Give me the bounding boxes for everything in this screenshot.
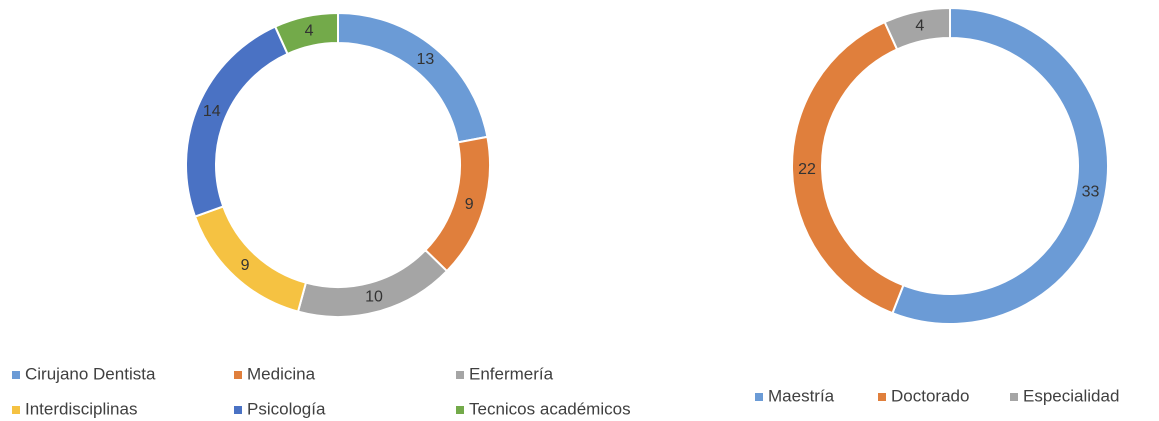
legend-swatch (878, 393, 886, 401)
data-label: 9 (241, 257, 250, 274)
donut-slice (296, 248, 449, 318)
legend-swatch (755, 393, 763, 401)
legend-swatch (456, 371, 464, 379)
legend-label: Interdisciplinas (25, 399, 137, 418)
legend-swatch (12, 371, 20, 379)
donut-slice (423, 135, 491, 273)
donut-slice (337, 11, 489, 144)
data-label: 33 (1082, 184, 1100, 201)
donut-slice (193, 205, 308, 313)
legend-label: Tecnicos académicos (469, 399, 631, 418)
data-label: 4 (915, 17, 924, 34)
legend-label: Doctorado (891, 386, 969, 405)
donut-slice (891, 6, 1109, 325)
donut-slice (273, 11, 339, 56)
donut-slice (185, 25, 289, 218)
legend-swatch (456, 406, 464, 414)
legend-label: Maestría (768, 386, 835, 405)
data-label: 14 (203, 103, 221, 120)
legend-label: Especialidad (1023, 386, 1119, 405)
data-label: 4 (305, 22, 314, 39)
data-label: 13 (417, 51, 435, 68)
legend-label: Cirujano Dentista (25, 364, 156, 383)
legend-swatch (1010, 393, 1018, 401)
data-label: 22 (798, 161, 816, 178)
legend-swatch (234, 406, 242, 414)
legend-label: Medicina (247, 364, 316, 383)
legend-label: Enfermería (469, 364, 554, 383)
legend-label: Psicología (247, 399, 326, 418)
data-label: 10 (365, 288, 383, 305)
legend-swatch (234, 371, 242, 379)
donut-slice (883, 6, 951, 51)
legend-swatch (12, 406, 20, 414)
data-label: 9 (465, 196, 474, 213)
